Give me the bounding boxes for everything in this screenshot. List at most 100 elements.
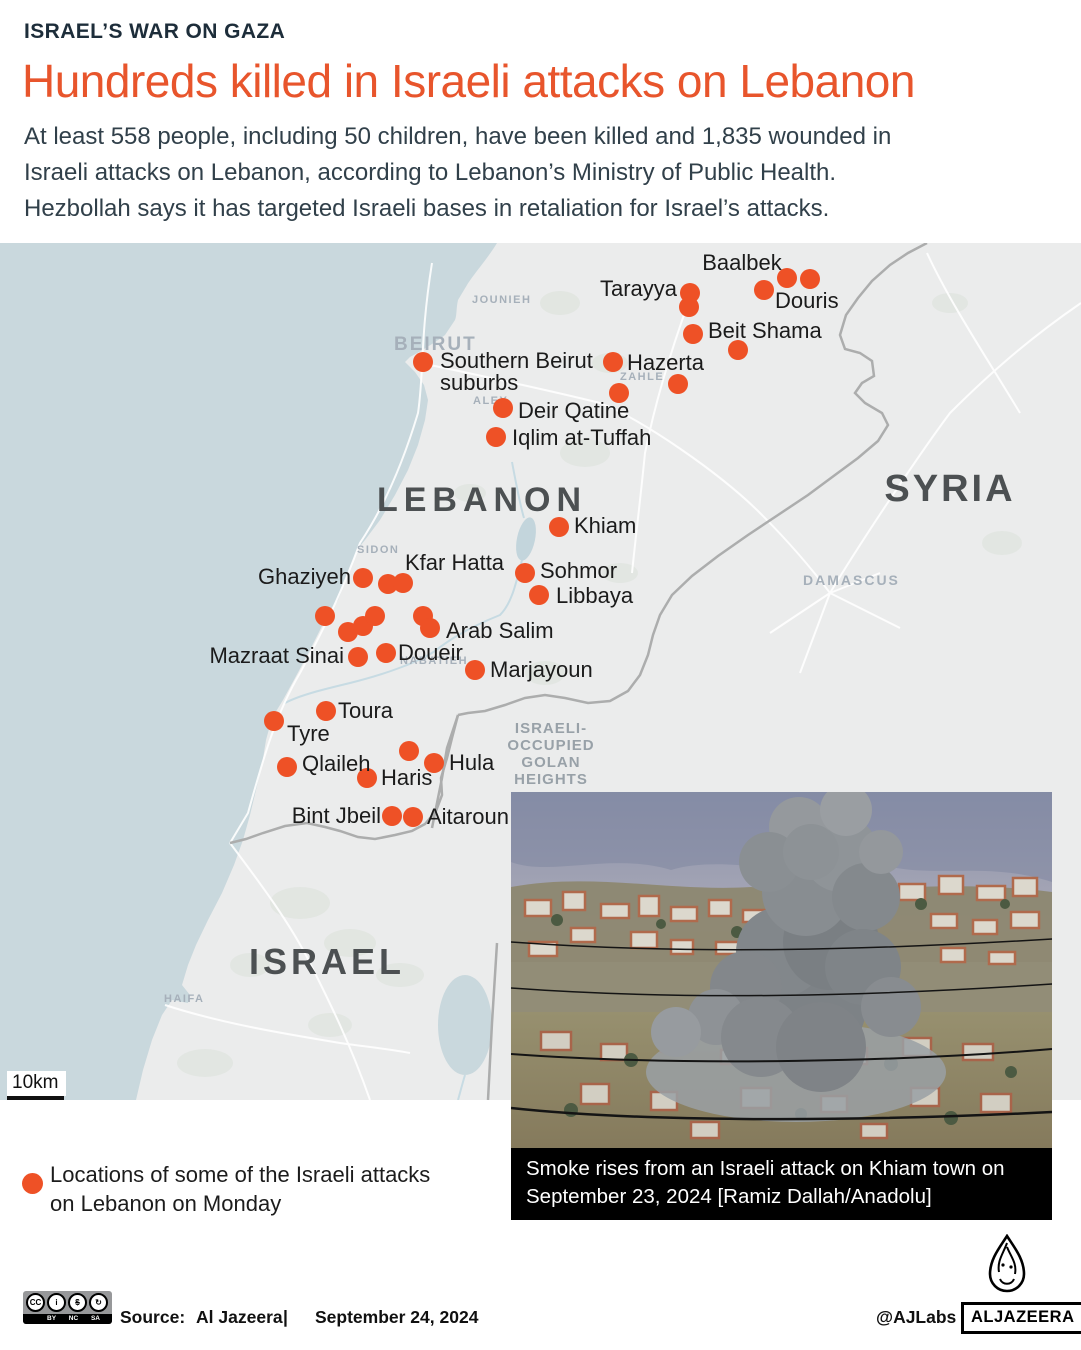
legend-line-1: Locations of some of the Israeli attacks [50,1162,431,1187]
map-label: Arab Salim [446,618,554,643]
lake-qaraoun [516,517,536,561]
legend-line-2: on Lebanon on Monday [50,1191,282,1216]
kicker: ISRAEL’S WAR ON GAZA [24,20,286,43]
cc-by-label: BY [47,1315,57,1322]
map-svg: BEIRUTJOUNIEHZAHLEALEYSIDONNABATIEHHAIFA… [0,241,1081,1101]
attack-dot [365,606,385,626]
attack-dot [315,606,335,626]
map-label: Iqlim at-Tuffah [512,425,651,450]
map-label: ZAHLE [620,371,664,383]
attack-dot [378,574,398,594]
map-label: Ghaziyeh [258,564,351,589]
sea-of-galilee [438,975,492,1075]
attack-dot [493,398,513,418]
attack-dot [668,374,688,394]
map-label: Douris [775,288,839,313]
attack-dot [800,269,820,289]
source-text: Source: Al Jazeera [120,1307,283,1328]
map-label: Deir Qatine [518,398,629,423]
map-label: ISRAEL [249,941,405,982]
footer-separator: | [283,1307,288,1327]
map-label: Beit Shama [708,318,822,343]
attack-dot [465,660,485,680]
credit-handle: @AJLabs [876,1307,957,1327]
attack-labels-layer: Baalbek Tarayya Douris Beit Shama Southern B… [209,250,838,829]
map-label: Tyre [287,721,330,746]
cc-strip: BY NC SA [23,1314,112,1324]
caption-line-1: Smoke rises from an Israeli attack on Kh… [526,1157,1005,1180]
attack-dot [420,618,440,638]
map-scale: 10km [7,1071,67,1100]
mediterranean-sea [0,243,497,1100]
rivers [284,461,525,1101]
cc-by-icon: i [47,1293,66,1312]
map: BEIRUT JOUNIEH ZAHLE ALEY SIDON NABATIEH HAIFA… [0,241,1081,1101]
cc-sa-icon: ↻ [89,1293,108,1312]
attack-dot [603,352,623,372]
map-label: Sohmor [540,558,617,583]
map-label: HAIFA [164,993,205,1005]
intro-line-1: At least 558 people, including 50 childr… [24,123,892,150]
smoke-plume [646,792,946,1122]
source-value: Al Jazeera [196,1307,283,1327]
attack-dot [338,622,358,642]
map-label: NABATIEH [400,655,468,667]
map-label: Libbaya [556,583,634,608]
attack-dot [393,573,413,593]
map-label: JOUNIEH [472,294,531,306]
attack-dot [754,280,774,300]
scale-label: 10km [7,1071,67,1096]
cc-nc-label: NC [68,1315,79,1322]
map-label: Qlaileh [302,751,370,776]
source-label: Source: [120,1307,186,1327]
attack-dot [264,711,284,731]
intro-paragraph: At least 558 people, including 50 childr… [24,119,891,227]
cc-sa-label: SA [90,1315,100,1322]
creative-commons-badge: CC i $ ↻ BY NC SA [23,1291,112,1324]
attack-dot [357,768,377,788]
aljazeera-wordmark: ALJAZEERA [961,1302,1081,1334]
power-lines [511,938,1052,1121]
map-label: Tarayya [600,276,678,301]
map-label: DAMASCUS [803,572,900,588]
footer-date: September 24, 2024 [315,1307,479,1327]
map-label: Mazraat Sinai [209,643,344,668]
map-label: Hula [449,750,495,775]
attack-dot [424,753,444,773]
cc-icons: CC i $ ↻ [23,1291,112,1312]
smoke-photo [511,792,1052,1148]
map-label: BEIRUT [394,334,477,355]
map-label: Haris [381,765,432,790]
attack-dot [515,563,535,583]
intro-line-2: Israeli attacks on Lebanon, according to… [24,159,837,186]
map-label: Khiam [574,513,636,538]
attack-dot [529,585,549,605]
attack-dot [609,383,629,403]
map-terrain-patches [177,291,1022,1077]
map-label: Marjayoun [490,657,593,682]
attack-dot [413,352,433,372]
map-label: Kfar Hatta [405,550,505,575]
attack-dot [679,297,699,317]
attack-dot [777,268,797,288]
attack-dot [683,324,703,344]
map-label: Hazerta [627,350,705,375]
attack-dot [403,807,423,827]
attack-dot [376,643,396,663]
attack-dot [353,568,373,588]
map-label: Bint Jbeil [292,803,381,828]
legend-text: Locations of some of the Israeli attacks… [50,1160,430,1218]
attack-dot [399,741,419,761]
map-label: SYRIA [884,468,1015,510]
map-label: LEBANON [377,481,587,519]
caption-line-2: September 23, 2024 [Ramiz Dallah/Anadolu… [526,1185,932,1208]
attack-dot [728,340,748,360]
scale-bar [7,1095,64,1100]
photo-inset: Smoke rises from an Israeli attack on Kh… [511,792,1052,1220]
page-title: Hundreds killed in Israeli attacks on Le… [22,55,915,107]
attack-dot [382,806,402,826]
legend-dot-icon [22,1173,43,1194]
cc-nc-icon: $ [68,1293,87,1312]
attack-dot [316,701,336,721]
